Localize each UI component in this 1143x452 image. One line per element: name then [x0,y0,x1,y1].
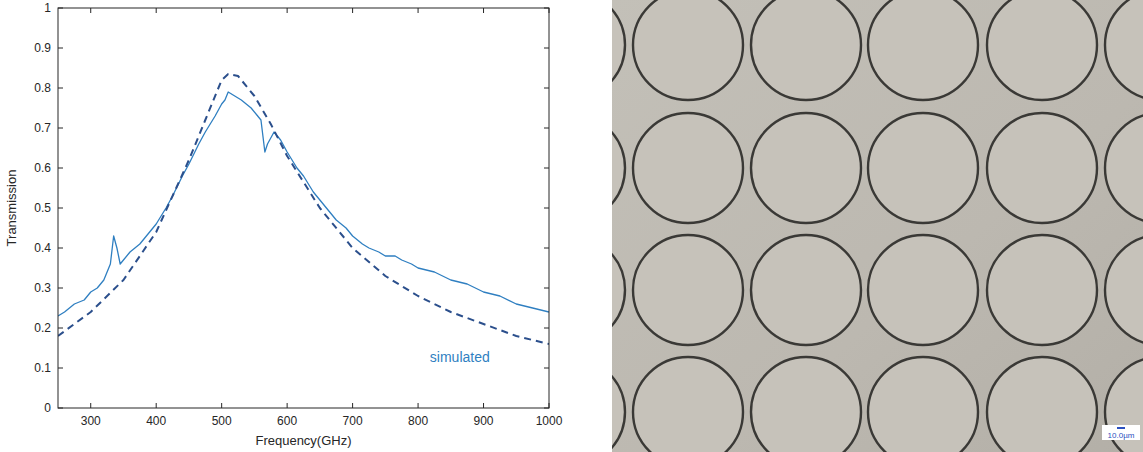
ring-slot [751,0,861,100]
scale-bar-patch [1102,425,1140,440]
y-tick-label: 0.6 [34,161,51,175]
ring-slot [868,113,978,223]
page: 300 400 500 600 700 800 900 1000 0 0.1 0.2 0.3 0.4 0.… [0,0,1143,452]
y-tick-label: 0.8 [34,81,51,95]
y-tick-label: 0.1 [34,361,51,375]
y-tick [58,248,63,249]
y-tick-label: 0.2 [34,321,51,335]
y-tick-right [544,168,549,169]
ring-slot [612,113,625,223]
x-tick [418,403,419,408]
ring-slot [868,235,978,345]
y-tick [58,48,63,49]
data-group [58,74,549,344]
ring-slot [612,357,625,452]
x-tick [483,403,484,408]
ring-slot [987,113,1097,223]
y-tick-right [544,328,549,329]
y-tick [58,128,63,129]
y-tick-label: 0 [44,401,51,415]
y-tick-label: 0.7 [34,121,51,135]
axes: 300 400 500 600 700 800 900 1000 0 0.1 0.2 0.3 0.4 0.… [34,1,562,428]
series-line [58,74,549,344]
y-tick-right [544,48,549,49]
ring-slot [1105,0,1143,100]
scale-bar: 10.0µm [1102,425,1140,440]
x-tick [221,403,222,408]
y-axis-title: Transmission [4,170,19,247]
x-tick-label: 800 [408,414,428,428]
ring-slot [612,235,625,345]
y-tick-right [544,128,549,129]
x-tick-top [418,8,419,13]
x-tick-label: 300 [81,414,101,428]
y-tick-label: 0.4 [34,241,51,255]
y-tick-right [544,208,549,209]
y-tick-right [544,288,549,289]
y-tick [58,88,63,89]
y-tick [58,368,63,369]
ring-slot [868,0,978,100]
ring-slot [751,113,861,223]
ring-slot [751,235,861,345]
scale-bar-label: 10.0µm [1108,431,1135,440]
x-tick-top [287,8,288,13]
ring-slot [987,0,1097,100]
y-tick [58,288,63,289]
x-tick [90,403,91,408]
x-tick [156,403,157,408]
x-tick-top [483,8,484,13]
y-tick-right [544,88,549,89]
x-axis-title: Frequency(GHz) [255,433,351,448]
scale-bar-line [1117,427,1125,429]
ring-slot [1105,113,1143,223]
ring-slot [633,0,743,100]
ring-slot [987,357,1097,452]
y-tick [58,208,63,209]
annotation: simulated [430,349,490,365]
x-tick-top [352,8,353,13]
y-tick-label: 0.9 [34,41,51,55]
x-tick [287,403,288,408]
x-tick-label: 600 [277,414,297,428]
ring-slot [633,235,743,345]
ring-slot [868,357,978,452]
ring-slot [987,235,1097,345]
x-tick-top [221,8,222,13]
ring-slot [633,357,743,452]
ring-slot [633,113,743,223]
ring-slot [1105,235,1143,345]
x-tick-top [156,8,157,13]
y-tick [58,168,63,169]
plot-area [58,8,549,408]
x-tick-top [90,8,91,13]
y-tick-label: 1 [44,1,51,15]
plot-frame [58,8,549,408]
x-tick-label: 1000 [536,414,563,428]
y-tick-label: 0.5 [34,201,51,215]
y-tick-right [544,368,549,369]
micrograph [612,0,1143,452]
x-tick [352,403,353,408]
y-tick [58,328,63,329]
x-tick-label: 400 [146,414,166,428]
series-line [58,92,549,316]
x-tick-label: 900 [474,414,494,428]
x-tick-label: 500 [212,414,232,428]
x-tick-label: 700 [343,414,363,428]
y-tick-label: 0.3 [34,281,51,295]
ring-slot [751,357,861,452]
ring-slot [612,0,625,100]
y-tick-right [544,248,549,249]
